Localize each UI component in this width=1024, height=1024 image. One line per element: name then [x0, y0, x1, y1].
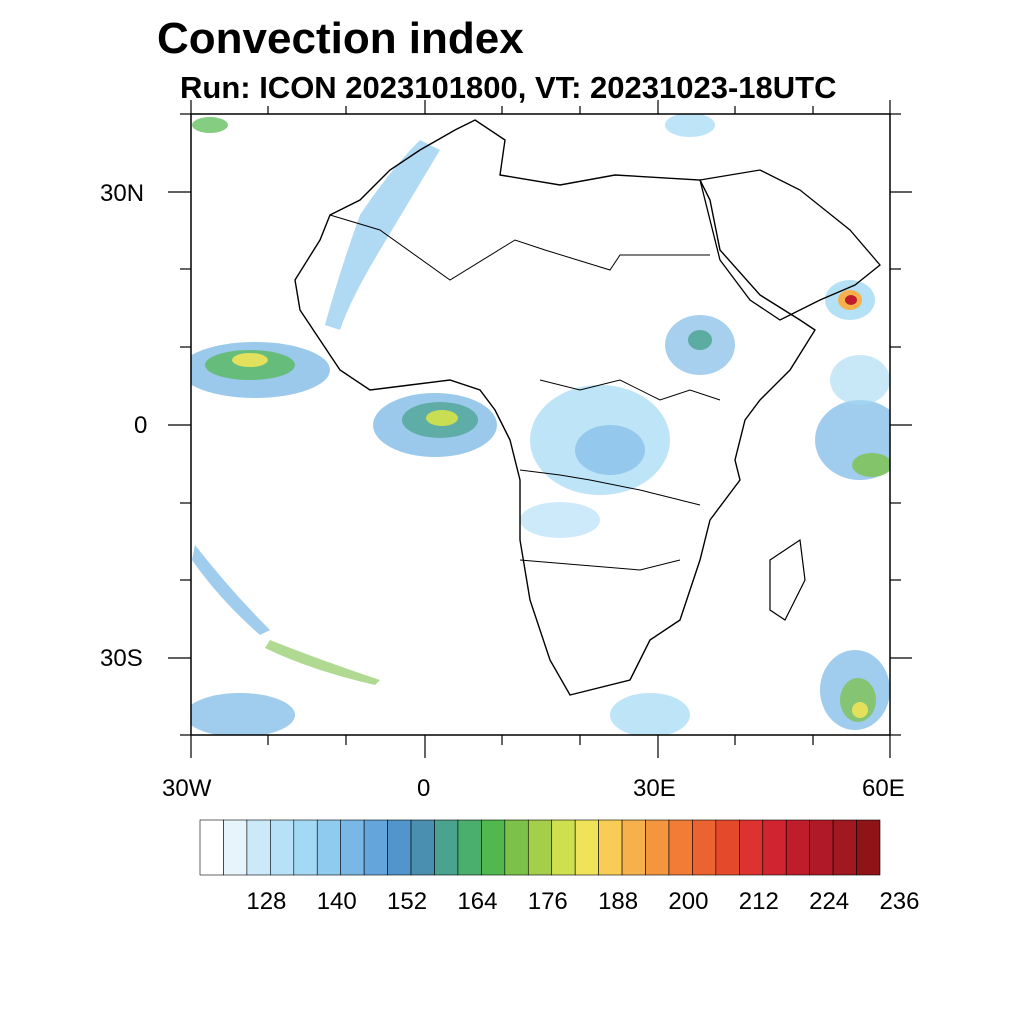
lon-label-30w: 30W [162, 775, 212, 802]
colorbar-label: 128 [246, 888, 287, 915]
colorbar-label: 224 [809, 888, 850, 915]
lon-label-0: 0 [417, 775, 431, 802]
colorbar-label: 152 [387, 888, 428, 915]
colorbar-label: 236 [879, 888, 920, 915]
page-subtitle: Run: ICON 2023101800, VT: 20231023-18UTC [180, 70, 837, 105]
colorbar-label: 164 [457, 888, 498, 915]
lon-label-60e: 60E [862, 775, 905, 802]
colorbar-label: 212 [738, 888, 779, 915]
colorbar-label: 140 [316, 888, 357, 915]
lat-label-30n: 30N [100, 180, 145, 207]
page-title: Convection index [157, 14, 524, 63]
lon-label-30e: 30E [633, 775, 676, 802]
colorbar-label: 200 [668, 888, 709, 915]
lat-label-0: 0 [134, 412, 148, 439]
axis-ticks [168, 100, 912, 758]
convection-fields [191, 114, 890, 735]
colorbar-label: 176 [527, 888, 568, 915]
colorbar-label: 188 [598, 888, 639, 915]
lat-label-30s: 30S [100, 645, 143, 672]
